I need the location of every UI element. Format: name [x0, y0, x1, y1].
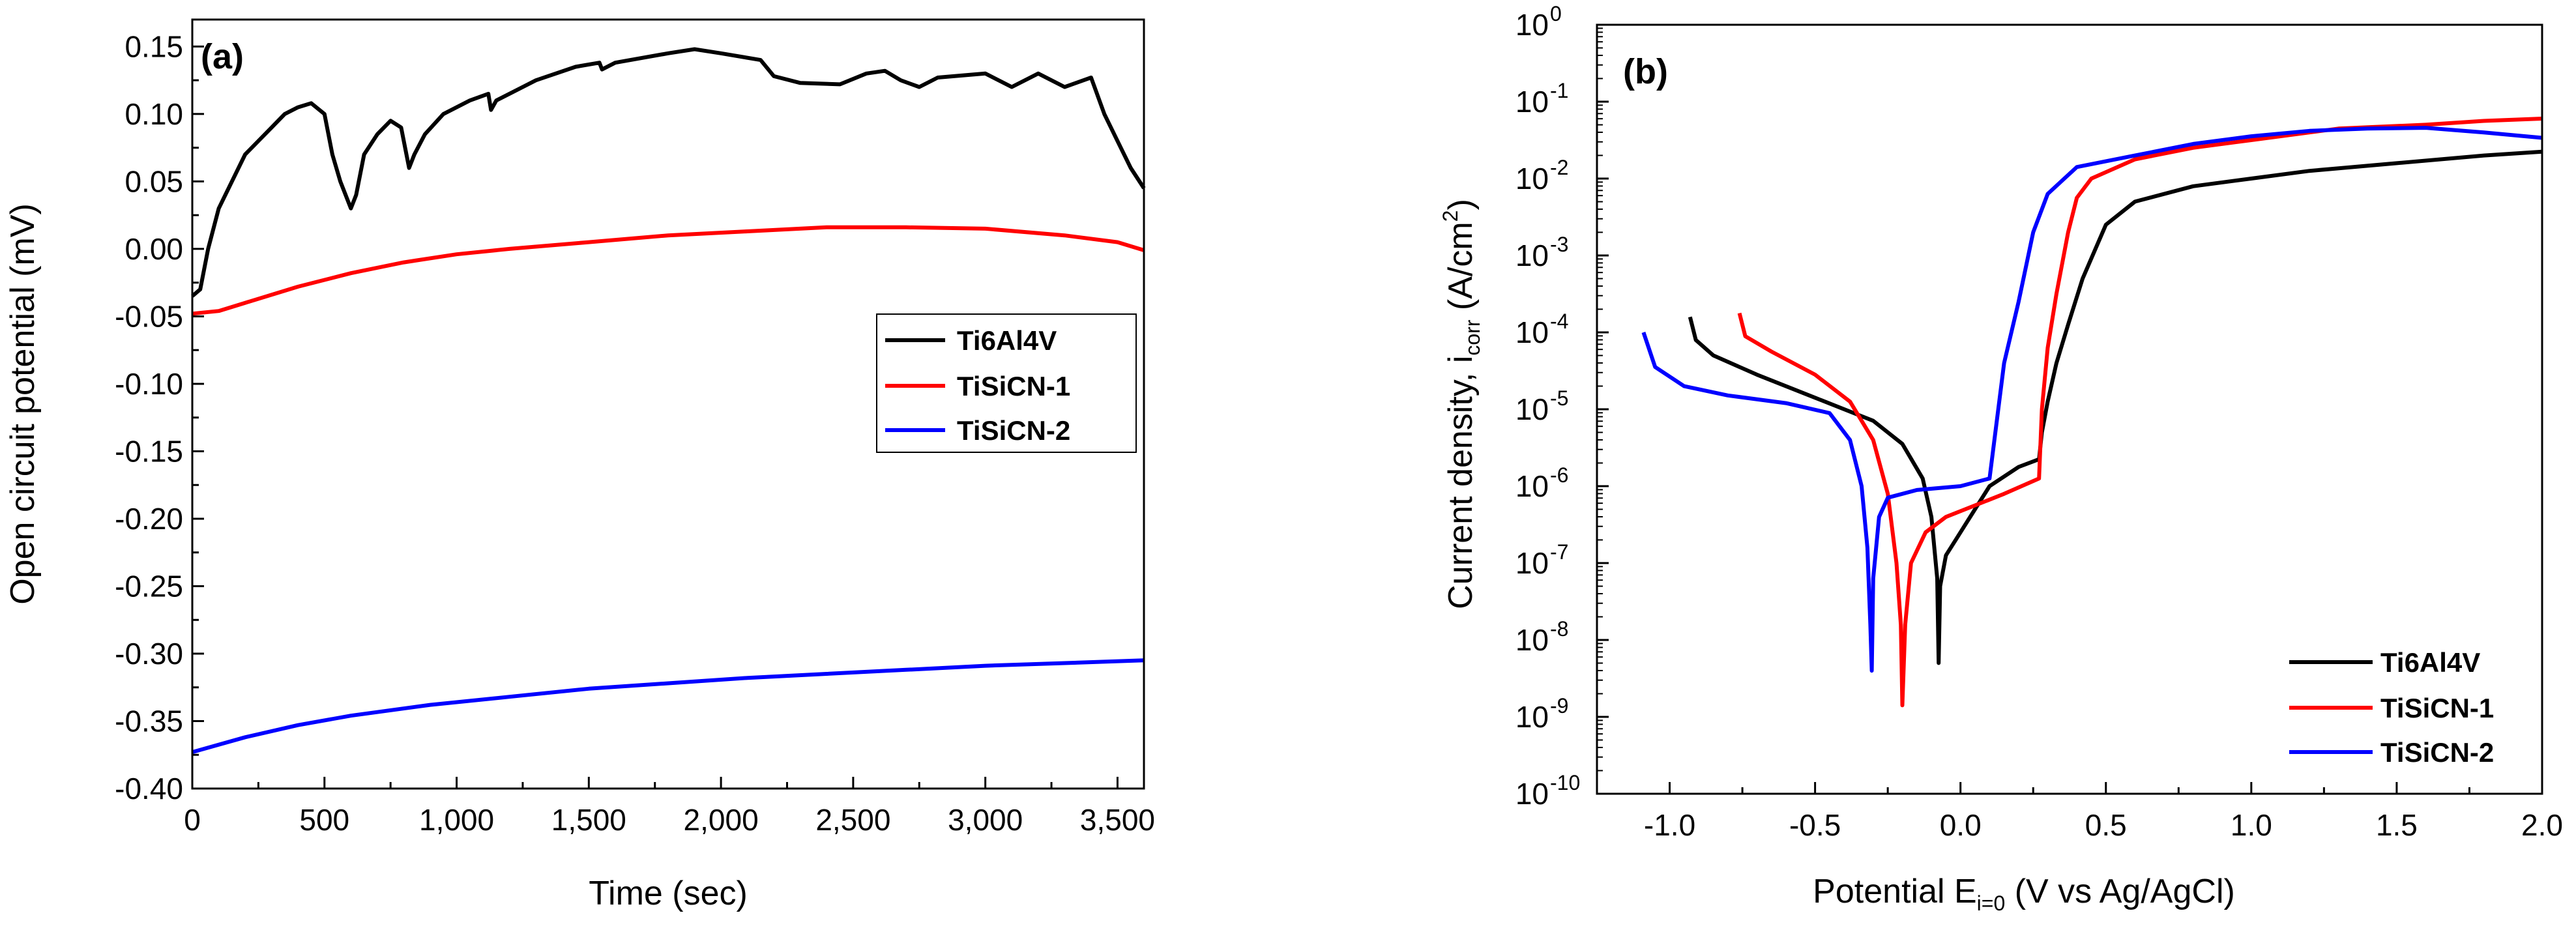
panel-b-x-tick-label: 2.0 — [2521, 808, 2563, 842]
panel-b-y-axis-title-main: Current density, i — [1442, 356, 1480, 609]
panel-b-y-tick-exponent: -4 — [1550, 310, 1568, 333]
panel-a-y-tick-label: -0.30 — [115, 637, 183, 671]
panel-a-y-tick-label: -0.20 — [115, 502, 183, 536]
panel-b-label: (b) — [1623, 52, 1668, 91]
panel-b-y-tick-exponent: 0 — [1550, 2, 1562, 25]
panel-a-x-tick-label: 1,000 — [419, 803, 494, 837]
panel-a-y-axis-title: Open circuit potential (mV) — [4, 203, 42, 605]
panel-b-y-tick-label: 10 — [1515, 700, 1549, 734]
panel-a-series-line-ti6al4v — [191, 47, 1146, 298]
panel-b-y-tick-label: 10 — [1515, 469, 1549, 503]
panel-b-x-axis-title-sub: i=0 — [1977, 892, 2006, 915]
panel-b-legend-label-tisicn-1: TiSiCN-1 — [2380, 693, 2494, 723]
panel-b-legend-label-tisicn-2: TiSiCN-2 — [2380, 737, 2494, 768]
panel-a-y-tick-label: -0.15 — [115, 434, 183, 468]
panel-b-x-axis-title-main: Potential E — [1813, 873, 1977, 910]
panel-a-series-line-tisicn-1 — [192, 225, 1145, 316]
panel-b-y-tick-exponent: -2 — [1550, 156, 1568, 179]
panel-b-y-tick-exponent: -1 — [1550, 79, 1568, 102]
panel-b-x-tick-label: 1.5 — [2376, 808, 2418, 842]
panel-b-y-tick-label: 10 — [1515, 315, 1549, 349]
panel-b-y-tick-exponent: -6 — [1550, 463, 1568, 487]
panel-a-x-tick-label: 2,000 — [684, 803, 759, 837]
panel-a-series-line-tisicn-2 — [192, 658, 1145, 754]
panel-b-y-tick-label: 10 — [1515, 392, 1549, 426]
panel-b-y-tick-label: 10 — [1515, 777, 1549, 811]
panel-a-x-axis-title: Time (sec) — [589, 875, 748, 912]
panel-b-x-axis-title-tail: (V vs Ag/AgCl) — [2005, 873, 2235, 910]
panel-b-y-axis-title-sub: corr — [1461, 319, 1484, 355]
panel-b-y-tick-exponent: -8 — [1550, 617, 1568, 641]
panel-b-series-line-tisicn-2 — [1641, 126, 2543, 673]
panel-b-series-line-tisicn-1 — [1737, 117, 2543, 708]
panel-a-legend: Ti6Al4V TiSiCN-1 TiSiCN-2 — [876, 313, 1137, 453]
panel-b: -1.0 -0.5 0.0 0.5 1.0 1.5 2.0 10 010 -110 -210 -31… — [1439, 2, 2563, 915]
panel-b-series-line-ti6al4v — [1688, 149, 2543, 665]
panel-a-y-tick-label: -0.40 — [115, 772, 183, 805]
panel-b-y-tick-exponent: -10 — [1550, 771, 1580, 794]
panel-a-x-tick-label: 3,000 — [948, 803, 1023, 837]
panel-b-y-tick-label: 10 — [1515, 85, 1549, 119]
panel-b-x-tick-label: 0.5 — [2085, 808, 2127, 842]
panel-a-legend-label-ti6al4v: Ti6Al4V — [957, 325, 1057, 356]
panel-a-x-tick-label: 2,500 — [815, 803, 890, 837]
panel-b-y-tick-label: 10 — [1515, 623, 1549, 657]
panel-a-y-tick-label: -0.05 — [115, 299, 183, 333]
panel-b-x-tick-label: -0.5 — [1789, 808, 1841, 842]
panel-b-x-tick-label: 1.0 — [2231, 808, 2272, 842]
panel-a: 0 500 1,000 1,500 2,000 2,500 3,000 3,500 0.15 0… — [4, 18, 1155, 912]
panel-a-y-tick-label: 0.10 — [124, 97, 183, 131]
panel-b-legend: Ti6Al4V TiSiCN-1 TiSiCN-2 — [2289, 647, 2494, 768]
panel-a-x-tick-label: 0 — [184, 803, 201, 837]
panel-b-y-tick-exponent: -3 — [1550, 233, 1568, 256]
panel-b-y-tick-label: 10 — [1515, 8, 1549, 42]
panel-a-y-tick-label: 0.15 — [124, 29, 183, 63]
panel-a-x-tick-label: 3,500 — [1080, 803, 1155, 837]
panel-a-x-tick-label: 1,500 — [551, 803, 626, 837]
panel-b-y-axis-title-tail: (A/cm — [1442, 222, 1480, 319]
panel-b-legend-label-ti6al4v: Ti6Al4V — [2380, 647, 2480, 678]
panel-a-y-tick-label: -0.10 — [115, 367, 183, 401]
panel-a-legend-label-tisicn-2: TiSiCN-2 — [957, 415, 1070, 446]
panel-b-x-tick-label: -1.0 — [1644, 808, 1695, 842]
panel-a-y-tick-label: -0.35 — [115, 704, 183, 738]
panel-b-y-axis-title-sup: 2 — [1439, 210, 1462, 222]
panel-b-x-axis-title: Potential Ei=0 (V vs Ag/AgCl) — [1813, 873, 2235, 915]
panel-a-label: (a) — [201, 37, 244, 76]
panel-a-legend-label-tisicn-1: TiSiCN-1 — [957, 371, 1070, 401]
panel-a-frame — [191, 18, 1145, 790]
panel-b-y-tick-exponent: -7 — [1550, 540, 1568, 564]
panel-b-y-tick-exponent: -9 — [1550, 694, 1568, 718]
panel-b-y-tick-exponent: -5 — [1550, 386, 1568, 410]
panel-a-x-tick-label: 500 — [299, 803, 349, 837]
panel-b-x-tick-label: 0.0 — [1940, 808, 1982, 842]
panel-a-y-tick-label: 0.05 — [124, 164, 183, 198]
panel-b-y-tick-label: 10 — [1515, 239, 1549, 272]
panel-b-y-axis-title-end: ) — [1442, 199, 1480, 210]
panel-b-frame — [1596, 23, 2543, 795]
panel-b-y-tick-label: 10 — [1515, 162, 1549, 196]
panel-b-y-tick-label: 10 — [1515, 546, 1549, 580]
panel-a-y-tick-label: 0.00 — [124, 232, 183, 266]
panel-b-y-axis-title: Current density, icorr (A/cm2) — [1439, 199, 1484, 609]
panel-a-y-tick-label: -0.25 — [115, 569, 183, 603]
